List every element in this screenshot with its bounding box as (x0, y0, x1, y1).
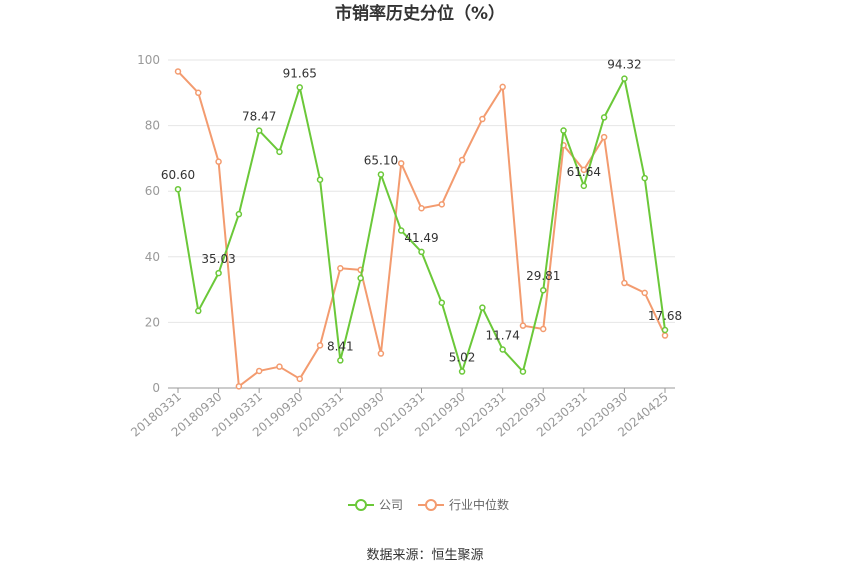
series-point[interactable] (661, 326, 669, 334)
series-point[interactable] (276, 148, 283, 156)
series-point[interactable] (621, 279, 628, 287)
data-label: 11.74 (485, 328, 519, 342)
legend[interactable]: 公司 行业中位数 (348, 497, 509, 512)
series-layer (174, 68, 669, 390)
series-point[interactable] (458, 368, 466, 375)
series-point[interactable] (377, 350, 385, 357)
y-tick-label: 100 (137, 53, 160, 67)
legend-item[interactable]: 公司 (348, 498, 403, 512)
series-point[interactable] (600, 114, 608, 121)
series-point[interactable] (418, 248, 425, 256)
data-label: 8.41 (327, 339, 354, 353)
y-tick-label: 80 (145, 119, 160, 133)
series-point[interactable] (357, 274, 364, 282)
series-point[interactable] (540, 286, 547, 294)
series-point[interactable] (479, 304, 486, 311)
data-label: 60.60 (161, 168, 195, 182)
series-point[interactable] (580, 182, 588, 190)
series-point[interactable] (397, 160, 405, 167)
y-tick-label: 60 (145, 184, 160, 198)
series-point[interactable] (296, 84, 303, 91)
data-label: 61.64 (567, 165, 601, 179)
series-point[interactable] (215, 269, 222, 277)
series-point[interactable] (661, 332, 669, 339)
series-point[interactable] (418, 205, 425, 212)
series-point[interactable] (621, 75, 628, 82)
series-point[interactable] (519, 368, 527, 375)
data-label: 65.10 (364, 153, 398, 167)
series-point[interactable] (174, 68, 182, 75)
series-point[interactable] (580, 166, 588, 174)
legend-marker (425, 499, 437, 511)
y-axis: 0 20 40 60 80 100 (137, 53, 160, 395)
series-point[interactable] (499, 346, 506, 353)
series-point[interactable] (397, 227, 405, 234)
series-point[interactable] (255, 367, 263, 375)
series-point[interactable] (600, 133, 608, 141)
series-point[interactable] (438, 299, 446, 306)
series-point[interactable] (519, 322, 527, 329)
series-point[interactable] (195, 307, 202, 315)
series-point[interactable] (316, 176, 324, 183)
y-tick-label: 0 (152, 381, 160, 395)
data-label: 35.03 (201, 252, 235, 266)
series-point[interactable] (276, 363, 283, 370)
series-point[interactable] (337, 357, 344, 364)
legend-item[interactable]: 行业中位数 (418, 497, 509, 512)
series-point[interactable] (296, 375, 303, 383)
data-label: 29.81 (526, 269, 560, 283)
data-label: 41.49 (404, 231, 438, 245)
series-point[interactable] (641, 174, 648, 182)
data-label: 78.47 (242, 110, 276, 124)
chart-title: 市销率历史分位（%） (335, 3, 505, 24)
series-point[interactable] (215, 158, 222, 165)
series-point[interactable] (316, 342, 324, 349)
legend-label: 行业中位数 (449, 497, 509, 512)
series-point[interactable] (499, 83, 506, 91)
data-label: 17.68 (648, 309, 682, 323)
data-labels: 60.60 35.03 78.47 91.65 8.41 65.10 41.49 5.02 11… (161, 58, 682, 365)
data-source: 数据来源：恒生聚源 (366, 548, 483, 563)
series-point[interactable] (235, 383, 243, 390)
legend-label: 公司 (379, 498, 403, 512)
series-point[interactable] (560, 127, 567, 134)
data-label: 5.02 (449, 351, 476, 365)
series-point[interactable] (479, 115, 486, 123)
legend-marker (355, 499, 367, 511)
series-point[interactable] (641, 289, 648, 297)
series-point[interactable] (458, 156, 466, 164)
data-label: 94.32 (607, 58, 641, 72)
x-axis: 2018033120180930201903312019093020200331… (128, 387, 675, 440)
y-tick-label: 40 (145, 250, 160, 264)
data-label: 91.65 (283, 66, 317, 80)
series-point[interactable] (438, 201, 446, 208)
series-point[interactable] (235, 210, 243, 218)
series-point[interactable] (377, 171, 385, 178)
series-point[interactable] (337, 265, 344, 272)
series-point[interactable] (255, 127, 263, 134)
series-point[interactable] (174, 185, 182, 193)
series-point[interactable] (195, 89, 202, 97)
y-tick-label: 20 (145, 315, 160, 329)
series-point[interactable] (540, 325, 547, 333)
